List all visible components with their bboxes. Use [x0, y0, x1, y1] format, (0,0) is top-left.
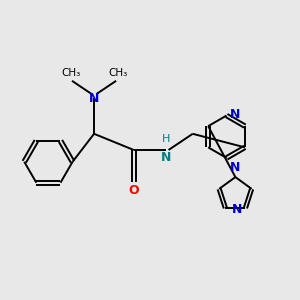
Text: N: N: [230, 108, 240, 121]
Text: N: N: [89, 92, 99, 105]
Text: CH₃: CH₃: [108, 68, 127, 78]
Text: N: N: [232, 203, 242, 216]
Text: N: N: [161, 152, 171, 164]
Text: O: O: [128, 184, 139, 197]
Text: CH₃: CH₃: [61, 68, 80, 78]
Text: N: N: [230, 161, 241, 174]
Text: H: H: [162, 134, 170, 143]
